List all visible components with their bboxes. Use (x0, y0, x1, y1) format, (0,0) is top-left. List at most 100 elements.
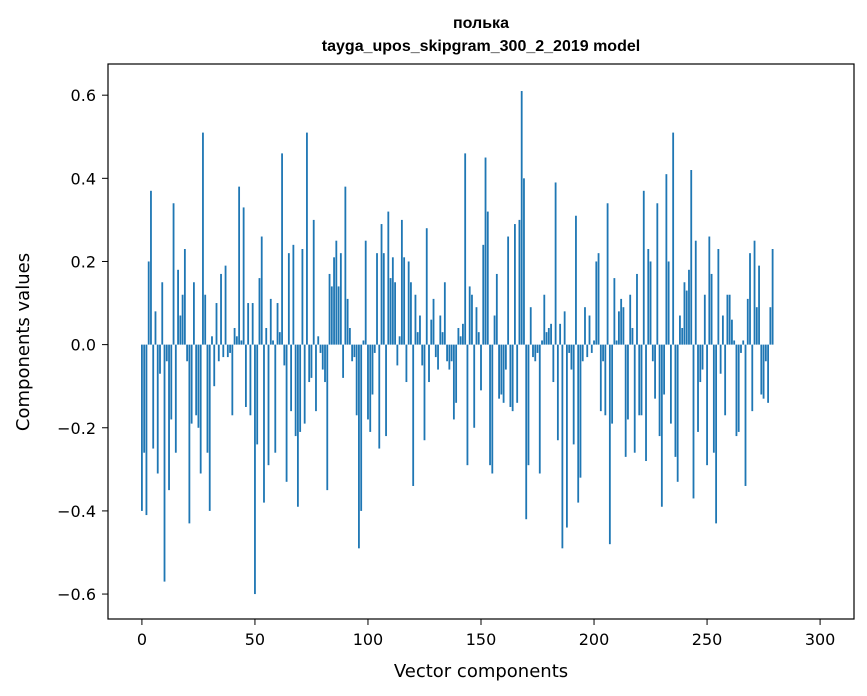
bar-component-246 (697, 344, 699, 432)
bar-component-271 (753, 240, 756, 345)
bar-component-251 (708, 236, 711, 345)
bar-component-162 (507, 236, 510, 345)
bar-component-65 (287, 253, 290, 345)
bar-component-104 (376, 253, 378, 345)
bar-component-75 (310, 344, 313, 378)
bar-component-152 (484, 157, 487, 345)
bar-component-191 (572, 344, 575, 445)
bar-component-29 (206, 344, 209, 453)
y-axis-ticks: −0.6 −0.4 −0.2 0.0 0.2 0.4 0.6 (57, 86, 108, 604)
bar-component-197 (586, 344, 589, 358)
bar-component-77 (315, 344, 317, 412)
bar-component-240 (683, 282, 686, 345)
bar-component-79 (319, 344, 322, 353)
bar-component-35 (220, 273, 222, 345)
bar-component-105 (378, 344, 381, 449)
bar-component-19 (183, 249, 186, 345)
bar-component-209 (613, 278, 616, 345)
bar-component-38 (226, 344, 229, 358)
bar-component-129 (432, 298, 435, 345)
bar-component-20 (186, 344, 189, 362)
bar-component-215 (627, 344, 629, 420)
bar-component-212 (620, 298, 623, 345)
bar-component-207 (608, 344, 611, 545)
bar-component-23 (193, 282, 195, 345)
bar-component-110 (389, 278, 392, 345)
bar-component-190 (570, 344, 573, 370)
bar-component-150 (480, 344, 482, 391)
bar-component-26 (199, 344, 202, 474)
bar-component-208 (611, 344, 614, 424)
bar-component-252 (710, 273, 713, 345)
bar-component-59 (274, 344, 277, 453)
bar-component-94 (353, 344, 356, 358)
bar-component-204 (602, 344, 604, 362)
bar-component-276 (764, 344, 767, 362)
bar-component-255 (717, 249, 720, 345)
bar-component-118 (407, 261, 410, 345)
bar-component-159 (500, 344, 503, 395)
bar-component-229 (658, 344, 661, 437)
bar-component-24 (195, 344, 198, 416)
bar-component-117 (405, 344, 408, 383)
bar-component-183 (554, 182, 557, 345)
bar-component-239 (681, 327, 684, 345)
bar-component-230 (660, 344, 663, 507)
bar-component-69 (296, 344, 299, 507)
bar-component-137 (450, 344, 453, 362)
bar-component-202 (597, 253, 600, 345)
bar-component-242 (688, 269, 690, 345)
bar-component-277 (767, 344, 769, 403)
bar-component-178 (543, 294, 546, 345)
bar-component-221 (640, 344, 643, 416)
bar-component-109 (387, 211, 390, 345)
bar-component-140 (457, 327, 460, 345)
bar-component-166 (516, 344, 519, 403)
bar-component-279 (771, 249, 774, 345)
bar-component-200 (593, 340, 595, 345)
bar-component-198 (588, 315, 591, 345)
bar-component-33 (215, 303, 218, 345)
bar-component-165 (514, 224, 516, 345)
bar-component-10 (163, 344, 166, 582)
bar-component-97 (360, 344, 363, 511)
bar-component-250 (706, 344, 708, 466)
bar-component-223 (645, 344, 647, 462)
bar-component-244 (692, 344, 695, 499)
bar-component-121 (414, 294, 417, 345)
bar-component-89 (342, 344, 345, 378)
bar-component-112 (394, 282, 396, 345)
bar-component-238 (679, 315, 681, 345)
bar-component-241 (685, 290, 688, 345)
bar-component-100 (367, 344, 369, 420)
bar-component-157 (495, 273, 498, 345)
bar-component-111 (391, 257, 394, 345)
bar-component-187 (563, 311, 566, 345)
bar-component-70 (299, 344, 302, 432)
bar-component-249 (703, 294, 706, 345)
bar-component-265 (740, 344, 742, 353)
bar-component-270 (751, 344, 754, 412)
bar-component-56 (267, 344, 270, 466)
bar-component-180 (547, 327, 550, 345)
bar-component-214 (624, 344, 627, 457)
x-tick-label: 150 (466, 630, 497, 649)
bar-component-147 (473, 344, 476, 428)
bar-component-62 (281, 153, 283, 345)
x-tick-label: 250 (692, 630, 723, 649)
bar-component-5 (152, 344, 155, 449)
bar-component-262 (733, 340, 736, 345)
bar-component-17 (179, 315, 182, 345)
bar-component-274 (760, 344, 763, 395)
bar-component-98 (362, 340, 365, 345)
bar-component-30 (208, 344, 211, 511)
bar-component-193 (577, 344, 580, 503)
bar-component-218 (633, 344, 636, 453)
y-tick-label: −0.6 (57, 585, 96, 604)
bar-component-74 (308, 344, 311, 383)
bar-component-213 (622, 307, 625, 345)
bar-component-126 (425, 228, 428, 345)
y-tick-label: −0.4 (57, 502, 96, 521)
bar-component-22 (190, 344, 193, 424)
bar-component-136 (448, 344, 451, 370)
